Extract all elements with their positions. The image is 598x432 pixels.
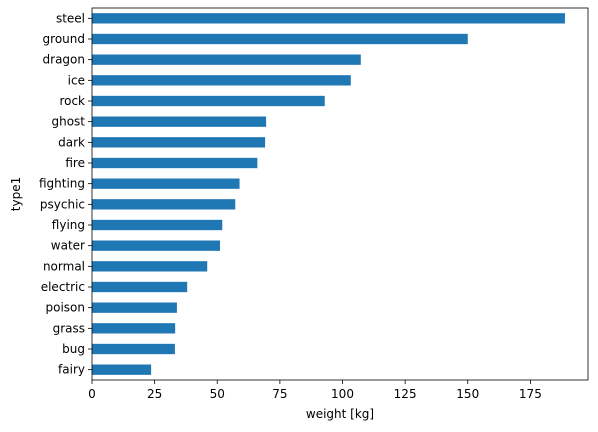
y-tick-label: electric [41,280,85,294]
y-tick-label: bug [62,342,85,356]
y-tick-label: ice [68,73,85,87]
y-tick-label: dark [58,135,85,149]
bar-water [92,240,221,251]
y-tick-label: grass [53,321,85,335]
bar-fighting [92,178,240,189]
bar-psychic [92,199,236,210]
x-tick-label: 175 [519,387,542,401]
x-ticks: 0 25 50 75 100 125 150 175 [88,380,542,401]
y-tick-label: ghost [51,115,85,129]
y-axis-label: type1 [9,177,23,211]
bar-bug [92,343,175,355]
x-tick-label: 25 [147,387,162,401]
x-tick-label: 125 [394,387,417,401]
bar-normal [92,261,208,272]
y-tick-label: flying [52,218,85,232]
bar-dragon [92,54,361,65]
bar-fire [92,157,258,169]
bar-dark [92,137,266,148]
y-tick-label: rock [59,94,85,108]
plot-frame [91,7,589,381]
x-tick-label: 0 [88,387,96,401]
y-tick-label: psychic [40,197,85,211]
y-tick-label: normal [43,259,85,273]
x-tick-label: 50 [210,387,225,401]
y-tick-label: steel [56,11,85,25]
bar-rock [92,95,325,107]
bar-electric [92,281,188,293]
bar-poison [92,302,177,313]
x-tick-label: 75 [272,387,287,401]
bar-ground [92,33,468,45]
bar-fairy [92,364,152,375]
bar-grass [92,323,176,334]
y-tick-label: water [51,239,85,253]
bar-flying [92,219,223,231]
y-tick-label: dragon [43,53,85,67]
bar-ghost [92,116,267,127]
bars-group [92,13,565,375]
bar-ice [92,75,351,86]
y-tick-label: fire [65,156,85,170]
y-tick-label: fighting [39,177,85,191]
y-tick-label: ground [43,32,85,46]
y-tick-label: fairy [58,363,85,377]
y-tick-label: poison [46,301,86,315]
x-axis-label: weight [kg] [306,407,374,421]
bar-steel [92,13,565,24]
x-tick-label: 100 [331,387,354,401]
y-tick-labels: steel ground dragon ice rock ghost dark fire fig… [39,11,92,377]
x-tick-label: 150 [456,387,479,401]
